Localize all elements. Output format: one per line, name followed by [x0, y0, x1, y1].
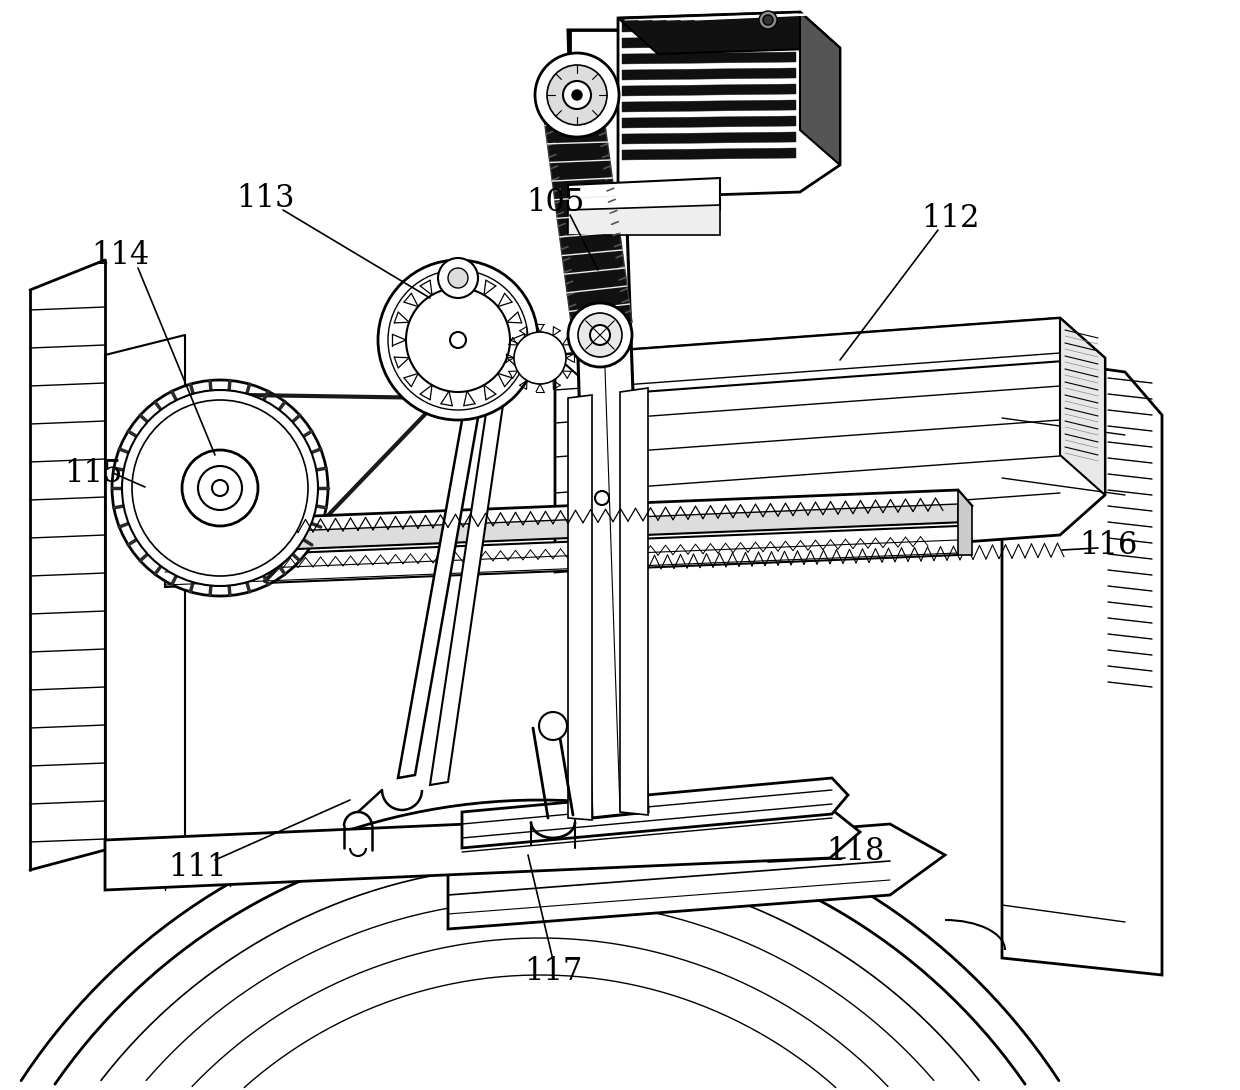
Polygon shape	[556, 318, 1105, 572]
Circle shape	[534, 53, 619, 137]
Polygon shape	[622, 84, 796, 96]
Circle shape	[448, 268, 467, 288]
Circle shape	[438, 258, 477, 298]
Text: 112: 112	[921, 203, 980, 233]
Polygon shape	[622, 36, 796, 48]
Text: 117: 117	[523, 957, 583, 988]
Text: 115: 115	[63, 458, 123, 488]
Circle shape	[595, 490, 609, 505]
Polygon shape	[622, 68, 796, 80]
Polygon shape	[622, 100, 796, 112]
Text: 114: 114	[91, 240, 149, 270]
Polygon shape	[556, 318, 1105, 395]
Circle shape	[450, 332, 466, 348]
Circle shape	[568, 303, 632, 367]
Circle shape	[563, 81, 591, 109]
Circle shape	[122, 390, 317, 586]
Polygon shape	[165, 504, 959, 554]
Polygon shape	[398, 395, 482, 778]
Polygon shape	[622, 132, 796, 144]
Circle shape	[539, 712, 567, 740]
Circle shape	[388, 270, 528, 410]
Polygon shape	[568, 178, 720, 210]
Circle shape	[595, 341, 609, 355]
Polygon shape	[568, 31, 649, 818]
Polygon shape	[622, 20, 796, 32]
Polygon shape	[618, 12, 839, 54]
Polygon shape	[622, 148, 796, 160]
Polygon shape	[463, 778, 848, 848]
Circle shape	[212, 480, 228, 496]
Polygon shape	[959, 490, 972, 555]
Circle shape	[515, 332, 565, 384]
Circle shape	[590, 325, 610, 346]
Circle shape	[112, 380, 329, 596]
Circle shape	[198, 467, 242, 510]
Polygon shape	[430, 398, 503, 785]
Text: 116: 116	[1079, 530, 1137, 560]
Polygon shape	[539, 88, 632, 330]
Polygon shape	[620, 388, 649, 815]
Circle shape	[465, 388, 485, 408]
Text: 118: 118	[826, 836, 884, 868]
Polygon shape	[1060, 318, 1105, 495]
Text: 111: 111	[167, 852, 226, 884]
Polygon shape	[165, 490, 972, 554]
Circle shape	[572, 90, 582, 100]
Circle shape	[578, 313, 622, 358]
Text: 113: 113	[236, 182, 294, 214]
Polygon shape	[105, 808, 861, 891]
Circle shape	[759, 11, 777, 29]
Circle shape	[547, 65, 608, 125]
Polygon shape	[568, 205, 720, 235]
Polygon shape	[568, 395, 591, 820]
Circle shape	[182, 450, 258, 526]
Polygon shape	[165, 526, 972, 588]
Polygon shape	[800, 12, 839, 165]
Circle shape	[763, 15, 773, 25]
Polygon shape	[448, 824, 945, 929]
Circle shape	[405, 288, 510, 392]
Polygon shape	[570, 31, 620, 80]
Polygon shape	[618, 12, 839, 198]
Text: 105: 105	[526, 186, 584, 218]
Polygon shape	[622, 116, 796, 128]
Polygon shape	[1002, 355, 1162, 974]
Circle shape	[378, 261, 538, 420]
Polygon shape	[622, 52, 796, 64]
Circle shape	[131, 400, 308, 576]
